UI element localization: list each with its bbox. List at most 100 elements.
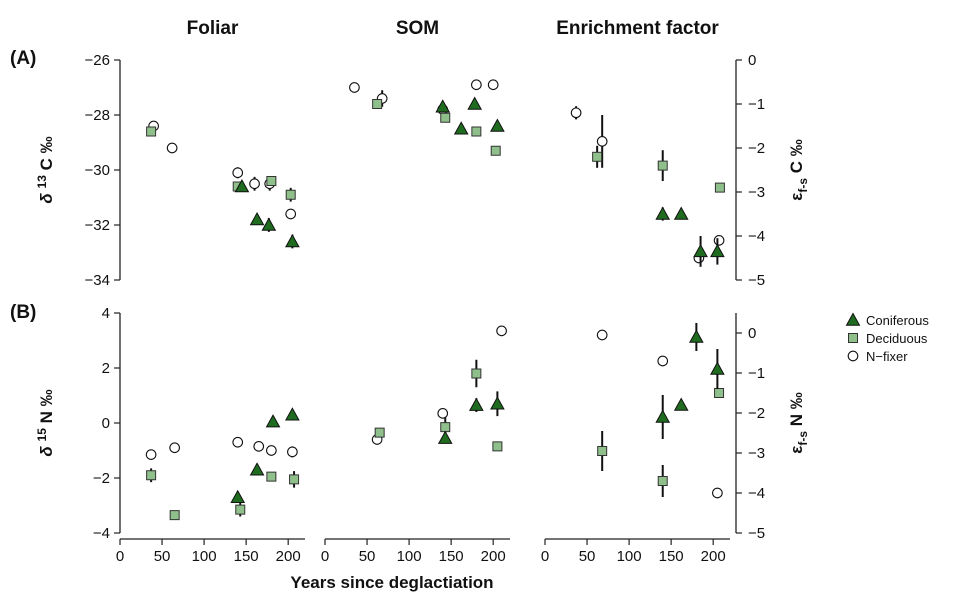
left-y-tick-label: −30 (85, 162, 110, 179)
point-circle (349, 82, 360, 93)
point-circle (232, 436, 244, 448)
panel-B-1 (371, 325, 507, 452)
left-y-title-A: δ 13 C ‰ (35, 136, 56, 203)
right-y-tick-label: −4 (748, 228, 765, 245)
column-titles: Foliar SOM Enrichment factor (187, 18, 720, 39)
left-y-tick-label: 4 (102, 305, 110, 322)
point-triangle (234, 178, 250, 193)
point-triangle (693, 243, 708, 258)
point-triangle (673, 206, 689, 220)
x-tick-label: 150 (234, 548, 259, 565)
right-y-tick-label: 0 (748, 325, 756, 342)
column-title-0: Foliar (187, 18, 239, 39)
point-square (490, 145, 501, 156)
point-circle (145, 449, 157, 460)
panel-A-0 (146, 120, 300, 249)
point-circle (570, 107, 582, 119)
right-y-title-B: εf-s N ‰ (787, 392, 810, 453)
point-triangle (437, 430, 453, 444)
panel-label-b: (B) (10, 302, 36, 323)
point-triangle (673, 397, 689, 411)
point-square (492, 441, 503, 452)
right-y-tick-label: −3 (748, 184, 765, 201)
x-tick-label: 0 (541, 548, 549, 565)
point-triangle (710, 361, 725, 375)
point-square (440, 112, 451, 123)
right-y-title-A: εf-s C ‰ (787, 139, 810, 200)
point-triangle (689, 329, 704, 343)
right-y-tick-label: −1 (748, 365, 765, 382)
panel-B-0 (145, 407, 300, 521)
panels: (A)(B)−34−32−30−28−26−5−4−3−2−10−4−2024−… (10, 48, 765, 592)
x-tick-label: 200 (481, 548, 506, 565)
point-square (714, 182, 725, 193)
left-y-tick-label: 2 (102, 360, 110, 377)
point-circle (285, 208, 297, 220)
right-y-tick-label: −5 (748, 525, 765, 542)
point-circle (253, 441, 265, 452)
point-triangle (655, 409, 671, 423)
x-tick-label: 150 (439, 548, 464, 565)
point-triangle (265, 414, 281, 428)
point-triangle (285, 233, 300, 248)
point-triangle (490, 118, 505, 132)
point-circle (657, 355, 669, 367)
right-y-tick-label: −4 (748, 485, 765, 502)
x-tick-label: 50 (154, 548, 171, 565)
legend-marker-triangle (845, 312, 861, 326)
point-triangle (285, 407, 300, 421)
point-circle (471, 79, 482, 91)
x-tick-label: 0 (116, 548, 124, 565)
right-y-tick-label: −5 (748, 272, 765, 289)
left-y-tick-label: −4 (93, 525, 110, 542)
x-tick-label: 200 (276, 548, 301, 565)
point-square (471, 368, 482, 379)
right-y-tick-label: −1 (748, 96, 765, 113)
right-y-tick-label: 0 (748, 52, 756, 69)
x-tick-label: 0 (321, 548, 329, 565)
left-y-title-B: δ 15 N ‰ (35, 389, 56, 456)
right-y-tick-label: −2 (748, 140, 765, 157)
point-square (146, 126, 157, 137)
legend-marker-circle (847, 350, 859, 362)
point-triangle (249, 211, 265, 226)
panel-A-2 (570, 106, 725, 267)
point-square (592, 151, 603, 162)
point-square (289, 474, 300, 485)
axis-titles: δ 13 C ‰ δ 15 N ‰ εf-s C ‰ εf-s N ‰ (35, 136, 810, 456)
x-tick-label: 50 (579, 548, 596, 565)
left-y-tick-label: −26 (85, 52, 110, 69)
point-circle (169, 442, 181, 454)
legend-marker-square (848, 333, 858, 343)
x-tick-label: 100 (617, 548, 642, 565)
point-square (657, 476, 668, 486)
panel-B-2 (596, 323, 725, 499)
point-square (266, 471, 277, 482)
point-circle (287, 446, 298, 458)
x-tick-label: 150 (659, 548, 684, 565)
point-circle (266, 445, 277, 456)
point-circle (712, 487, 723, 499)
point-triangle (230, 489, 246, 503)
point-triangle (261, 217, 277, 231)
point-triangle (469, 397, 484, 411)
point-square (285, 189, 296, 200)
point-triangle (490, 396, 505, 410)
point-circle (596, 329, 608, 341)
point-triangle (249, 462, 265, 476)
column-title-1: SOM (396, 18, 439, 39)
panel-label-a: (A) (10, 48, 36, 69)
point-square (146, 470, 157, 481)
point-square (657, 160, 668, 171)
point-square (374, 427, 385, 438)
left-y-tick-label: −28 (85, 107, 110, 124)
point-square (471, 126, 482, 137)
point-square (266, 176, 277, 186)
point-circle (437, 408, 449, 419)
point-circle (487, 79, 499, 91)
x-tick-label: 100 (192, 548, 217, 565)
left-y-tick-label: −32 (85, 217, 110, 234)
legend: Coniferous Deciduous N−fixer (845, 312, 929, 364)
panel-A-1 (349, 79, 505, 156)
